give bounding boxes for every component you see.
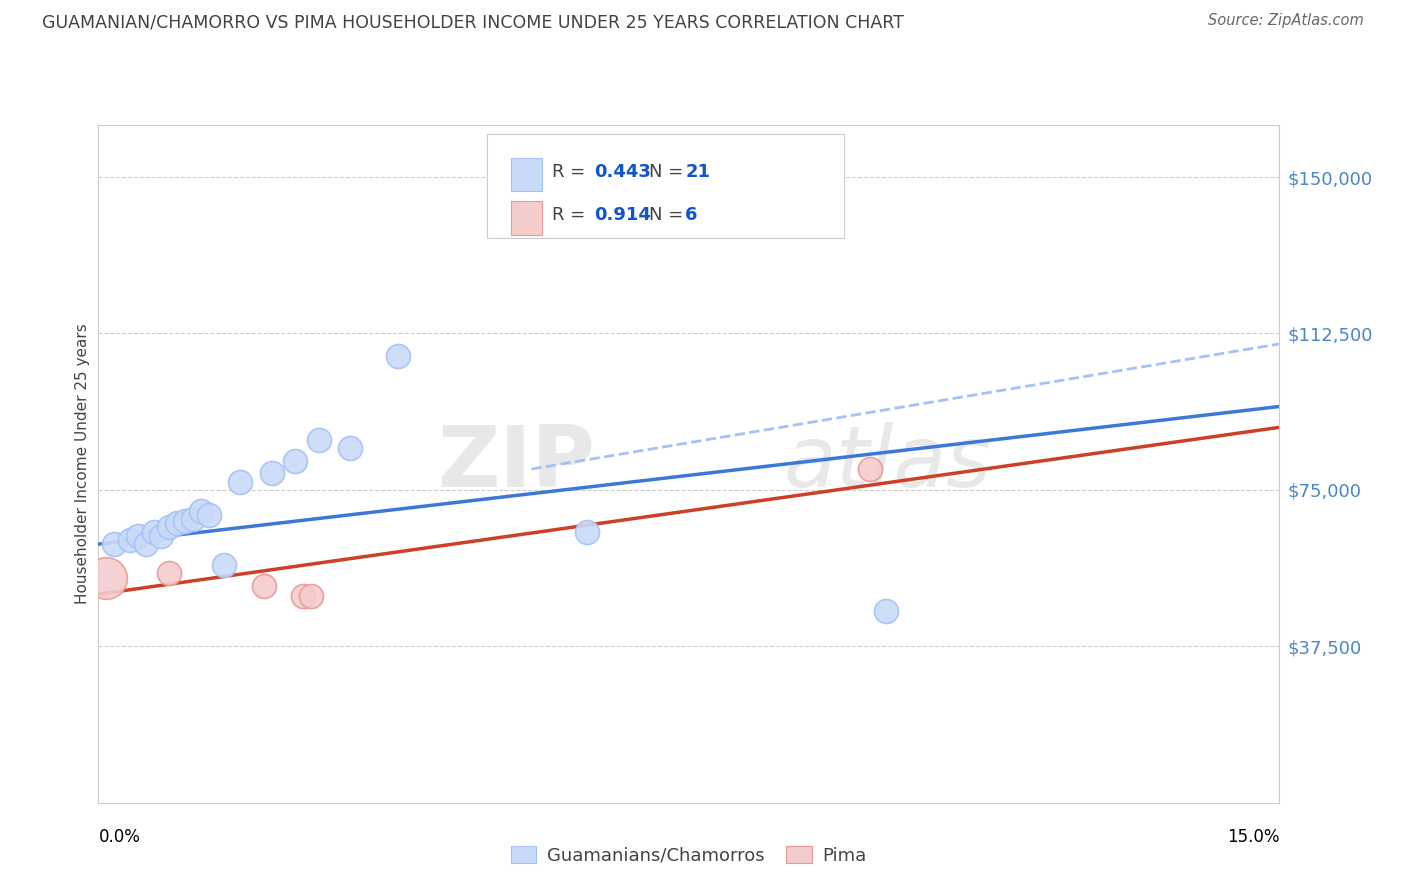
Point xyxy=(260,467,283,481)
Point xyxy=(308,433,330,447)
Text: 15.0%: 15.0% xyxy=(1227,828,1279,846)
Point xyxy=(157,566,180,581)
Point xyxy=(292,589,315,603)
Text: 0.0%: 0.0% xyxy=(98,828,141,846)
Point xyxy=(299,589,322,603)
Point xyxy=(190,504,212,518)
Text: atlas: atlas xyxy=(783,422,991,506)
Point xyxy=(339,441,361,455)
Text: R =: R = xyxy=(551,206,591,225)
Point xyxy=(135,537,157,551)
Text: 0.914: 0.914 xyxy=(593,206,651,225)
Y-axis label: Householder Income Under 25 years: Householder Income Under 25 years xyxy=(75,324,90,604)
Point xyxy=(214,558,236,572)
Text: 21: 21 xyxy=(685,163,710,181)
Point xyxy=(96,570,118,584)
Point xyxy=(127,529,149,543)
Point xyxy=(387,350,409,364)
Point xyxy=(229,475,252,489)
Text: ZIP: ZIP xyxy=(437,422,595,506)
Text: GUAMANIAN/CHAMORRO VS PIMA HOUSEHOLDER INCOME UNDER 25 YEARS CORRELATION CHART: GUAMANIAN/CHAMORRO VS PIMA HOUSEHOLDER I… xyxy=(42,13,904,31)
Legend: Guamanians/Chamorros, Pima: Guamanians/Chamorros, Pima xyxy=(503,838,875,871)
Point xyxy=(150,529,173,543)
Point xyxy=(174,514,197,528)
Point xyxy=(142,524,165,539)
Point xyxy=(284,453,307,467)
Text: N =: N = xyxy=(648,163,689,181)
Point xyxy=(166,516,188,531)
Point xyxy=(875,604,897,618)
Point xyxy=(575,524,598,539)
Text: R =: R = xyxy=(551,163,591,181)
Point xyxy=(118,533,141,547)
Point xyxy=(157,520,180,534)
Point xyxy=(253,579,276,593)
Point xyxy=(103,537,125,551)
Text: Source: ZipAtlas.com: Source: ZipAtlas.com xyxy=(1208,13,1364,29)
Text: 6: 6 xyxy=(685,206,697,225)
Text: N =: N = xyxy=(648,206,689,225)
Point xyxy=(859,462,882,476)
Point xyxy=(181,512,204,526)
Text: 0.443: 0.443 xyxy=(593,163,651,181)
Point xyxy=(197,508,219,522)
